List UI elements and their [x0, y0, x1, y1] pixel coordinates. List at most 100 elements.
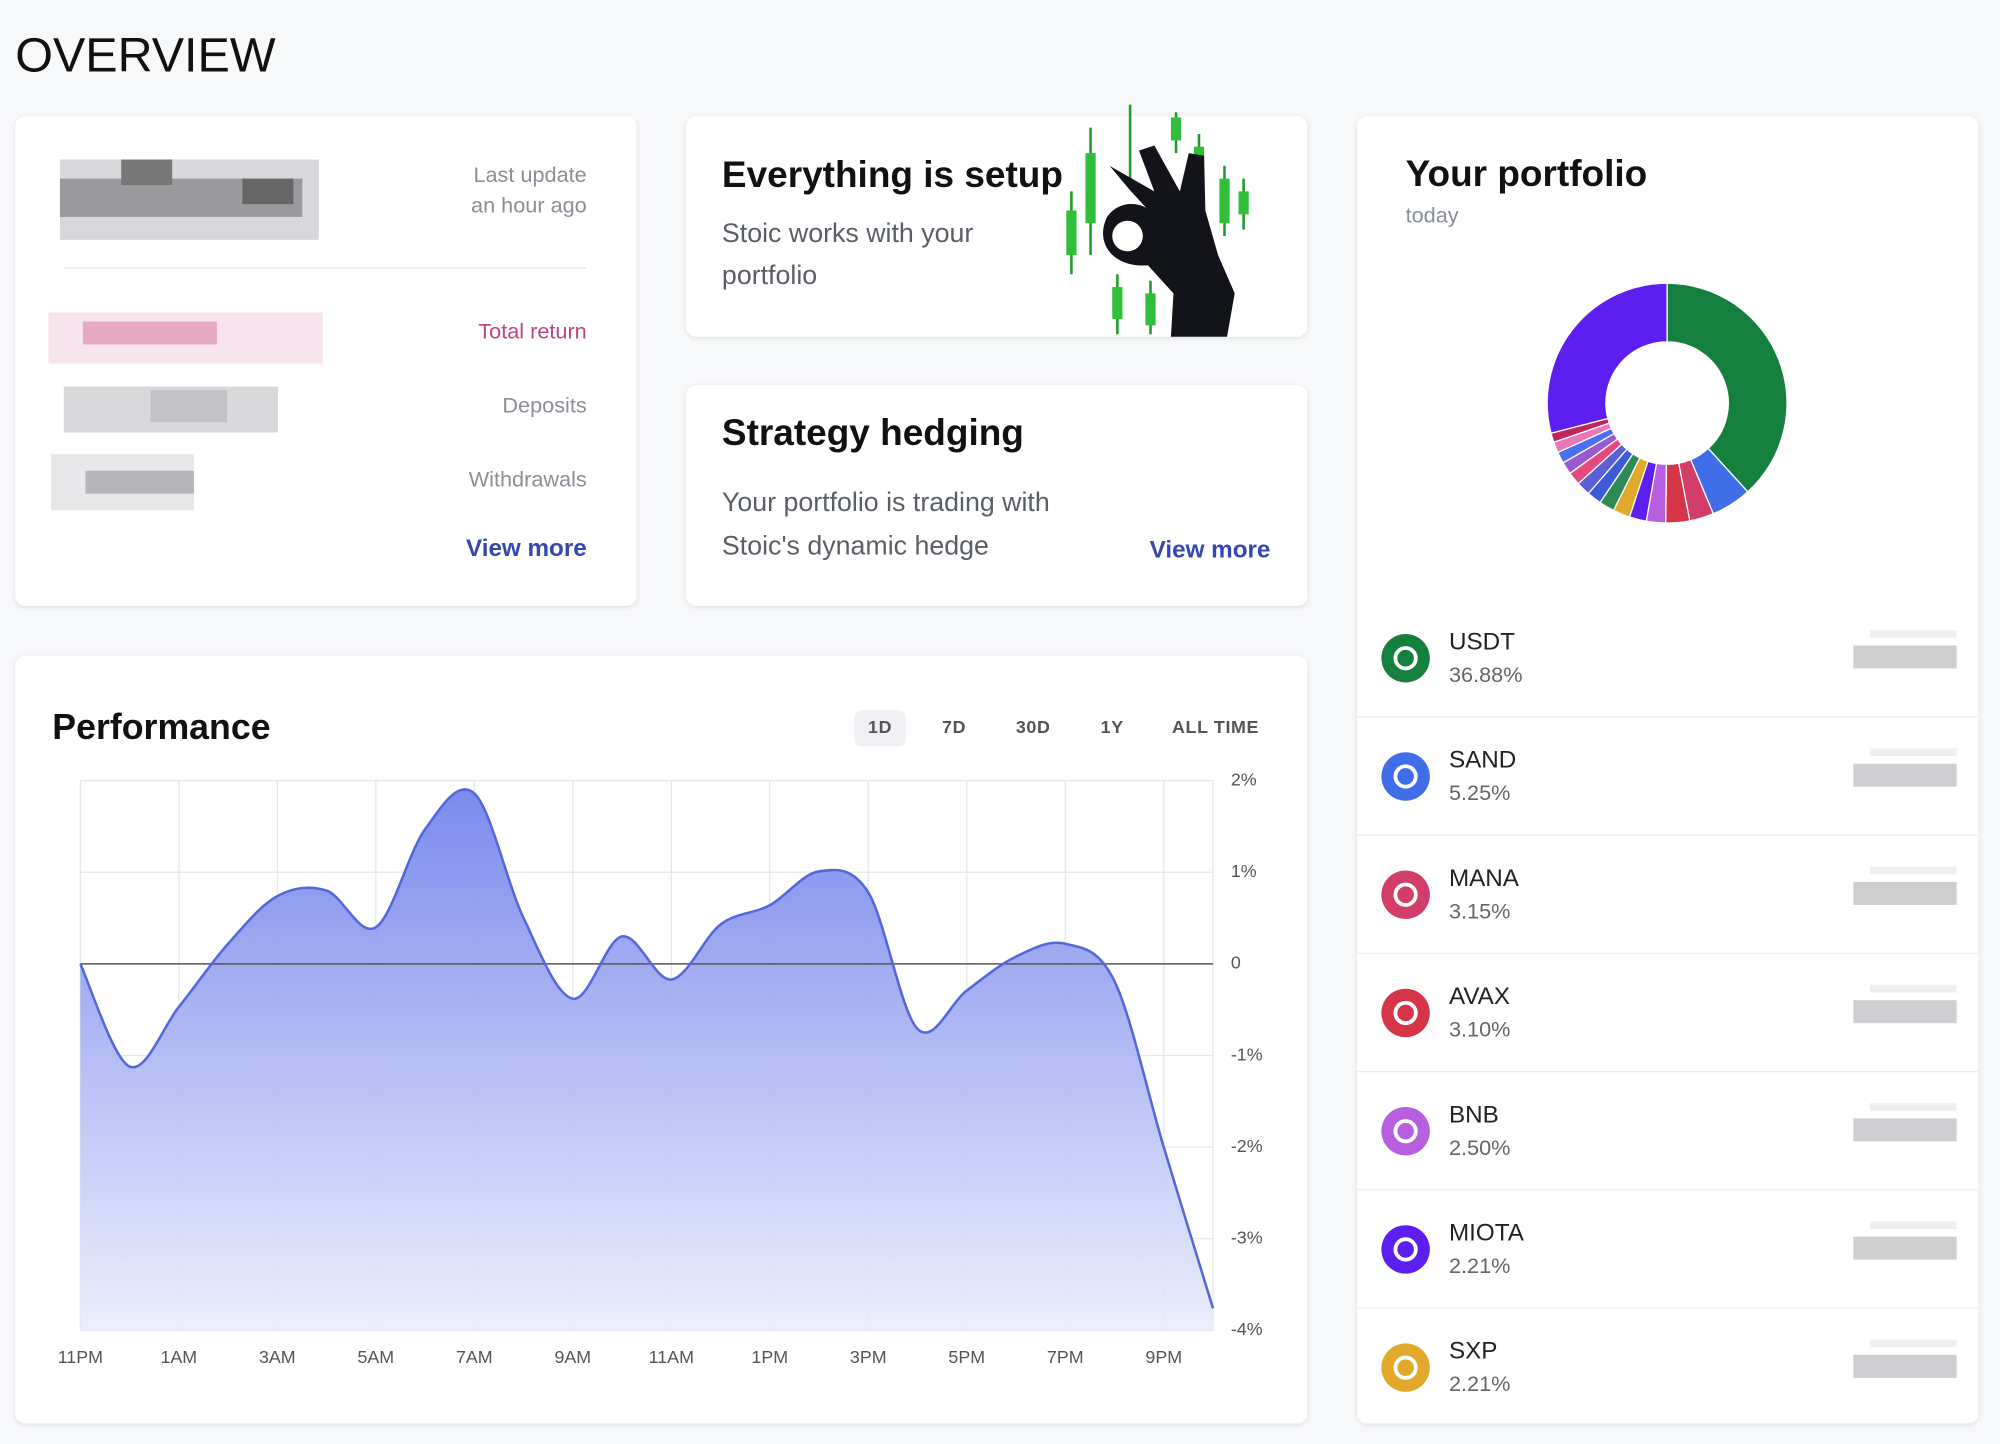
y-tick-label: 1%	[1231, 861, 1257, 881]
y-tick-label: 0	[1231, 953, 1241, 973]
summary-row-label: Total return	[478, 319, 586, 344]
redacted	[1869, 1103, 1957, 1111]
x-tick-label: 1PM	[751, 1347, 788, 1367]
redacted	[1869, 866, 1957, 875]
asset-name[interactable]: SXP	[1449, 1338, 1497, 1365]
donut-chart	[1546, 282, 1788, 524]
performance-title: Performance	[52, 707, 270, 747]
asset-name[interactable]: BNB	[1449, 1101, 1499, 1128]
view-more-link[interactable]: View more	[466, 535, 587, 562]
x-tick-label: 5AM	[357, 1347, 394, 1367]
x-tick-label: 11AM	[649, 1347, 694, 1367]
donut-segment	[1546, 282, 1668, 435]
setup-text: Stoic works with your	[722, 218, 973, 248]
y-tick-label: -1%	[1231, 1044, 1263, 1064]
asset-icon-mark	[1393, 1355, 1418, 1380]
asset-name[interactable]: AVAX	[1449, 983, 1510, 1010]
asset-icon-mark	[1393, 1000, 1418, 1026]
asset-share: 2.21%	[1449, 1253, 1510, 1278]
redacted	[1853, 1118, 1957, 1142]
asset-share: 2.21%	[1449, 1371, 1510, 1396]
setup-title: Everything is setup	[722, 154, 1063, 195]
asset-icon-mark	[1393, 882, 1418, 907]
summary-row-label: Deposits	[502, 393, 586, 418]
x-tick-label: 7PM	[1047, 1347, 1084, 1367]
asset-icon	[1381, 1225, 1430, 1274]
asset-icon	[1381, 752, 1430, 801]
hedging-text: Your portfolio is trading with	[722, 487, 1050, 517]
hand-illustration	[1066, 104, 1249, 337]
summary-rows: Total return Deposits Withdrawals	[469, 319, 587, 492]
portfolio-card	[1357, 116, 1979, 1424]
redacted	[1853, 1354, 1957, 1378]
x-tick-label: 3PM	[850, 1347, 887, 1367]
asset-icon-mark	[1393, 646, 1418, 671]
range-tab[interactable]: 1Y	[1101, 717, 1124, 737]
redacted	[1869, 630, 1957, 638]
hedging-card	[686, 385, 1308, 606]
portfolio-subtitle: today	[1406, 203, 1459, 228]
asset-share: 5.25%	[1449, 780, 1510, 805]
x-tick-label: 1AM	[160, 1347, 197, 1367]
hedging-title: Strategy hedging	[722, 412, 1024, 453]
range-tab[interactable]: 1D	[868, 717, 892, 737]
asset-icon	[1381, 1343, 1430, 1392]
y-tick-label: -4%	[1231, 1319, 1263, 1339]
range-tabs: 1D 7D 30D 1Y ALL TIME	[854, 710, 1259, 747]
redacted	[1853, 1000, 1957, 1024]
redacted	[1869, 748, 1957, 757]
asset-name[interactable]: SAND	[1449, 747, 1516, 774]
asset-icon-mark	[1393, 1237, 1418, 1262]
redacted	[1869, 984, 1957, 993]
redacted	[1869, 1221, 1957, 1230]
donut-segment	[1666, 282, 1788, 493]
setup-text: portfolio	[722, 260, 817, 290]
area	[80, 789, 1214, 1331]
range-tab[interactable]: 7D	[942, 717, 966, 737]
asset-share: 2.50%	[1449, 1135, 1510, 1160]
y-tick-label: -3%	[1231, 1228, 1263, 1248]
x-tick-label: 5PM	[948, 1347, 985, 1367]
asset-icon	[1381, 870, 1430, 919]
redacted	[1853, 763, 1957, 787]
asset-icon	[1381, 1106, 1430, 1156]
range-tab[interactable]: ALL TIME	[1172, 717, 1259, 737]
redacted	[48, 159, 323, 511]
asset-share: 3.10%	[1449, 1017, 1510, 1042]
x-tick-label: 7AM	[456, 1347, 493, 1367]
asset-icon	[1381, 633, 1430, 683]
x-tick-label: 9PM	[1145, 1347, 1182, 1367]
y-tick-label: 2%	[1231, 769, 1257, 789]
redacted	[1853, 1236, 1957, 1260]
asset-share: 36.88%	[1449, 662, 1523, 687]
last-update-time: an hour ago	[471, 192, 587, 217]
asset-icon-mark	[1393, 764, 1418, 789]
last-update-label: Last update	[473, 162, 586, 187]
asset-list: USDT 36.88% SAND 5.25% MANA 3.15% AVAX 3.10% BNB…	[1357, 628, 1979, 1396]
asset-name[interactable]: MANA	[1449, 865, 1520, 892]
portfolio-title: Your portfolio	[1406, 153, 1648, 194]
y-tick-label: -2%	[1231, 1136, 1263, 1156]
page-title: OVERVIEW	[15, 29, 276, 83]
range-tab[interactable]: 30D	[1016, 717, 1051, 737]
asset-name[interactable]: MIOTA	[1449, 1220, 1525, 1247]
x-tick-label: 11PM	[58, 1347, 103, 1367]
redacted	[1853, 881, 1957, 905]
asset-share: 3.15%	[1449, 898, 1510, 923]
summary-row-label: Withdrawals	[469, 467, 587, 492]
x-tick-label: 9AM	[554, 1347, 591, 1367]
x-tick-label: 3AM	[259, 1347, 296, 1367]
redacted	[1853, 645, 1957, 669]
redacted	[1869, 1339, 1957, 1348]
line	[79, 788, 1215, 1309]
asset-icon-mark	[1393, 1119, 1418, 1144]
performance-chart: 11PM 1AM 3AM 5AM 7AM 9AM 11AM 1PM 3PM 5PM 7PM 9PM 2%…	[58, 769, 1263, 1367]
asset-name[interactable]: USDT	[1449, 628, 1515, 655]
view-more-link[interactable]: View more	[1150, 536, 1271, 563]
asset-icon	[1381, 988, 1430, 1038]
tab-selected-bg	[854, 710, 906, 747]
hedging-text: Stoic's dynamic hedge	[722, 530, 989, 560]
